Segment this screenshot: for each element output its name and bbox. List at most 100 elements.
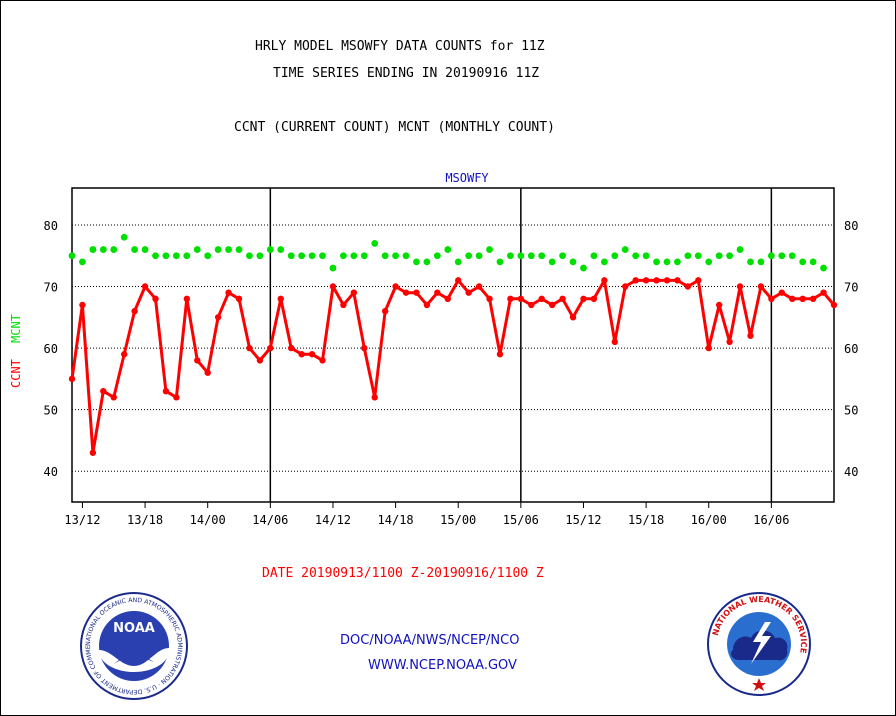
point-mcnt xyxy=(99,246,107,253)
point-mcnt xyxy=(193,246,201,253)
point-ccnt xyxy=(131,307,138,315)
point-ccnt xyxy=(486,295,493,303)
point-ccnt xyxy=(288,344,295,352)
point-mcnt xyxy=(454,258,462,266)
point-ccnt xyxy=(381,307,389,315)
point-ccnt xyxy=(622,283,629,290)
xtick-label: 13/12 xyxy=(64,513,100,527)
point-mcnt xyxy=(621,246,629,253)
point-ccnt xyxy=(695,277,702,284)
point-mcnt xyxy=(402,252,410,260)
point-ccnt xyxy=(173,394,180,401)
point-mcnt xyxy=(350,252,358,260)
ytick-right-50: 50 xyxy=(844,404,858,418)
point-ccnt xyxy=(507,295,514,303)
point-ccnt xyxy=(559,295,566,303)
point-mcnt xyxy=(694,252,702,260)
point-mcnt xyxy=(152,252,159,260)
point-mcnt xyxy=(559,252,567,260)
point-mcnt xyxy=(172,252,180,260)
point-ccnt xyxy=(747,332,754,339)
ytick-right-40: 40 xyxy=(844,465,858,479)
point-ccnt xyxy=(590,295,598,303)
point-ccnt xyxy=(183,295,191,303)
xtick-label: 16/00 xyxy=(691,513,727,527)
point-mcnt xyxy=(246,252,253,260)
point-ccnt xyxy=(455,277,462,284)
point-ccnt xyxy=(663,277,671,284)
point-ccnt xyxy=(538,295,545,303)
credit-agency[interactable]: DOC/NOAA/NWS/NCEP/NCO xyxy=(340,633,520,648)
point-mcnt xyxy=(444,246,452,253)
point-mcnt xyxy=(767,252,775,260)
point-mcnt xyxy=(684,252,692,260)
point-ccnt xyxy=(68,375,76,383)
plot-frame xyxy=(71,187,835,503)
point-mcnt xyxy=(538,252,546,260)
point-mcnt xyxy=(496,258,504,266)
point-mcnt xyxy=(287,252,295,260)
point-mcnt xyxy=(266,246,274,253)
point-ccnt xyxy=(548,301,556,309)
chart-title-line3: CCNT (CURRENT COUNT) MCNT (MONTHLY COUNT… xyxy=(234,120,555,135)
point-mcnt xyxy=(809,258,817,266)
point-ccnt xyxy=(475,283,483,290)
point-mcnt xyxy=(527,252,535,260)
point-mcnt xyxy=(674,258,681,266)
point-ccnt xyxy=(350,289,358,296)
point-mcnt xyxy=(580,264,587,272)
point-ccnt xyxy=(319,357,326,364)
point-ccnt xyxy=(496,351,504,358)
point-ccnt xyxy=(298,351,305,358)
point-mcnt xyxy=(705,258,713,266)
point-ccnt xyxy=(152,295,159,303)
xtick-label: 15/18 xyxy=(628,513,664,527)
point-mcnt xyxy=(747,258,754,266)
point-mcnt xyxy=(225,246,232,253)
point-mcnt xyxy=(423,258,431,266)
xtick-label: 15/12 xyxy=(565,513,601,527)
point-mcnt xyxy=(162,252,170,260)
point-ccnt xyxy=(715,301,723,309)
point-mcnt xyxy=(277,246,285,253)
point-mcnt xyxy=(235,246,243,253)
point-mcnt xyxy=(120,233,128,241)
point-mcnt xyxy=(256,252,264,260)
ytick-right-70: 70 xyxy=(844,281,858,295)
point-mcnt xyxy=(110,246,118,253)
ytick-left-80: 80 xyxy=(44,219,58,233)
credit-website[interactable]: WWW.NCEP.NOAA.GOV xyxy=(368,658,517,673)
point-mcnt xyxy=(736,246,744,253)
point-mcnt xyxy=(757,258,765,266)
point-mcnt xyxy=(778,252,786,260)
point-ccnt xyxy=(162,387,170,395)
point-ccnt xyxy=(757,283,765,290)
point-mcnt xyxy=(569,258,577,266)
point-mcnt xyxy=(339,252,347,260)
point-ccnt xyxy=(830,301,838,309)
point-ccnt xyxy=(580,295,587,303)
point-ccnt xyxy=(194,357,201,364)
nws-logo-icon: NATIONAL WEATHER SERVICE xyxy=(707,592,811,696)
point-ccnt xyxy=(100,387,107,395)
point-ccnt xyxy=(799,295,806,303)
point-ccnt xyxy=(444,295,451,303)
point-mcnt xyxy=(308,252,316,260)
point-mcnt xyxy=(548,258,556,266)
point-mcnt xyxy=(214,246,222,253)
ytick-right-80: 80 xyxy=(844,219,858,233)
point-ccnt xyxy=(820,289,827,296)
xtick-label: 14/12 xyxy=(315,513,351,527)
point-mcnt xyxy=(413,258,420,266)
point-ccnt xyxy=(256,357,264,364)
point-mcnt xyxy=(79,258,86,266)
xtick-label: 14/18 xyxy=(378,513,414,527)
y-axis-label-ccnt: CCNT xyxy=(9,359,23,388)
point-mcnt xyxy=(204,252,212,260)
xtick-label: 16/06 xyxy=(753,513,789,527)
xtick-label: 15/06 xyxy=(503,513,539,527)
point-mcnt xyxy=(183,252,191,260)
point-mcnt xyxy=(663,258,671,266)
point-ccnt xyxy=(277,295,284,303)
ytick-left-70: 70 xyxy=(44,281,58,295)
